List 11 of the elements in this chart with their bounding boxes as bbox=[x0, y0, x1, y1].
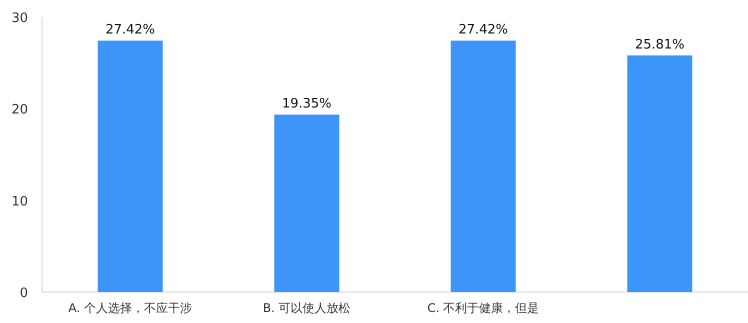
y-tick-label: 30 bbox=[11, 11, 28, 26]
x-tick-label: C. 不利于健康，但是 bbox=[427, 301, 540, 315]
y-tick-label: 0 bbox=[20, 286, 28, 301]
x-tick-label: B. 可以使人放松 bbox=[262, 301, 351, 315]
y-tick-label: 10 bbox=[11, 194, 28, 210]
data-label: 19.35% bbox=[282, 96, 332, 112]
x-tick-label: A. 个人选择，不应干涉 bbox=[68, 301, 192, 315]
y-tick-label: 20 bbox=[11, 102, 28, 118]
data-label: 25.81% bbox=[634, 37, 685, 52]
data-label: 27.42% bbox=[458, 22, 508, 38]
data-label: 27.42% bbox=[105, 22, 156, 38]
